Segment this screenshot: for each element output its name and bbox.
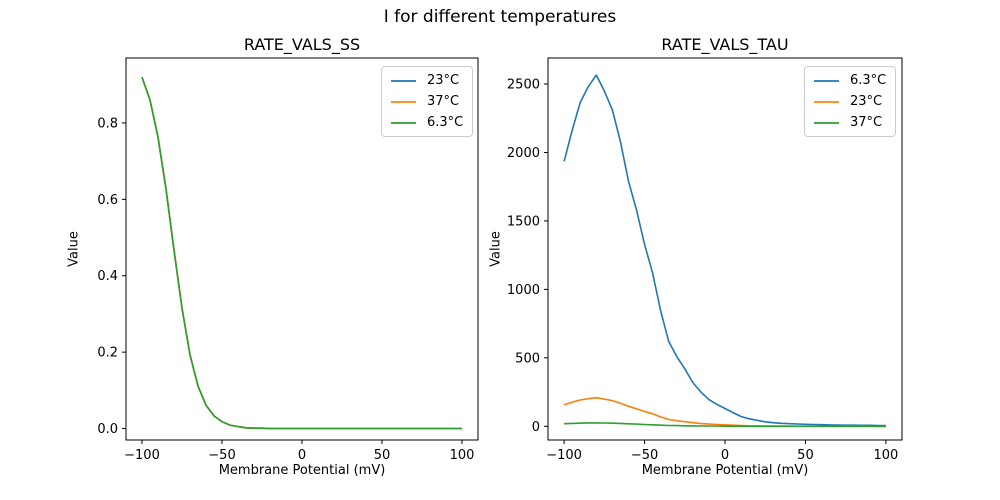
series-line-23°C [563, 396, 886, 428]
y-tick-label: 0.8 [97, 116, 118, 131]
legend-label: 6.3°C [427, 115, 464, 130]
y-tick-label: 0.6 [97, 193, 118, 208]
legend-label: 37°C [427, 94, 460, 109]
y-tick-label: 0.2 [97, 346, 118, 361]
left-chart-legend: 23°C 37°C 6.3°C [381, 66, 474, 137]
legend-entry: 23°C [813, 91, 886, 112]
x-tick-label: −50 [631, 448, 658, 463]
series-line-37°C [564, 422, 886, 428]
x-tick-label: 100 [873, 448, 898, 463]
legend-label: 23°C [850, 94, 883, 109]
axes-frame [547, 57, 903, 441]
legend-entry: 6.3°C [813, 70, 886, 91]
right-chart-ylabel: Value [488, 231, 504, 267]
left-chart-ylabel: Value [66, 231, 82, 267]
legend-line-sample-icon [391, 79, 416, 82]
legend-line-sample-icon [391, 100, 416, 103]
legend-line-sample-icon [814, 79, 839, 82]
right-chart-xlabel: Membrane Potential (mV) [641, 463, 809, 478]
y-tick-label: 0.4 [97, 269, 118, 284]
x-tick-label: −100 [546, 448, 582, 463]
y-tick-label: 500 [515, 351, 540, 366]
x-tick-label: −100 [124, 448, 160, 463]
legend-label: 23°C [427, 73, 460, 88]
legend-entry: 6.3°C [390, 112, 463, 133]
y-tick-label: 1000 [507, 283, 540, 298]
y-tick-label: 0.0 [97, 422, 118, 437]
x-tick-label: 50 [374, 448, 391, 463]
right-chart-title: RATE_VALS_TAU [661, 35, 789, 54]
y-tick-label: 2500 [507, 78, 540, 93]
left-chart-xlabel: Membrane Potential (mV) [218, 463, 386, 478]
right-chart-legend: 6.3°C 23°C 37°C [804, 66, 897, 137]
x-tick-label: 0 [721, 448, 729, 463]
x-tick-label: 0 [298, 448, 306, 463]
legend-line-sample-icon [391, 121, 416, 124]
x-tick-label: −50 [208, 448, 235, 463]
y-tick-label: 0 [532, 420, 540, 435]
legend-label: 6.3°C [850, 73, 887, 88]
axes-frame [125, 57, 479, 441]
left-chart-title: RATE_VALS_SS [243, 35, 361, 54]
x-tick-label: 100 [450, 448, 475, 463]
legend-label: 37°C [850, 115, 883, 130]
y-tick-label: 2000 [507, 146, 540, 161]
y-tick-label: 1500 [507, 214, 540, 229]
legend-entry: 23°C [390, 70, 463, 91]
legend-line-sample-icon [814, 121, 839, 124]
series-line-6.3°C [563, 74, 886, 427]
legend-line-sample-icon [814, 100, 839, 103]
series-line-6.3°C [141, 76, 462, 430]
x-tick-label: 50 [797, 448, 814, 463]
legend-entry: 37°C [390, 91, 463, 112]
figure-suptitle: I for different temperatures [383, 7, 617, 27]
legend-entry: 37°C [813, 112, 886, 133]
